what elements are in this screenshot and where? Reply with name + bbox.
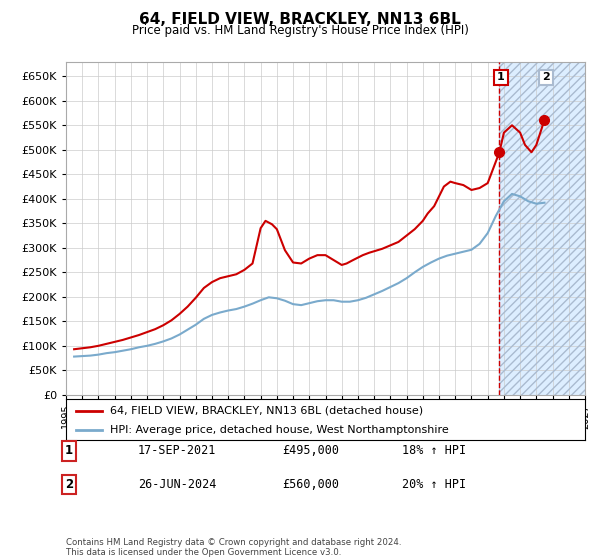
Text: Price paid vs. HM Land Registry's House Price Index (HPI): Price paid vs. HM Land Registry's House …	[131, 24, 469, 36]
Text: £495,000: £495,000	[282, 444, 339, 458]
Text: £560,000: £560,000	[282, 478, 339, 491]
Text: 18% ↑ HPI: 18% ↑ HPI	[402, 444, 466, 458]
Text: 1: 1	[497, 72, 505, 82]
Text: 26-JUN-2024: 26-JUN-2024	[138, 478, 217, 491]
Text: 2: 2	[65, 478, 73, 491]
Text: 2: 2	[542, 72, 550, 82]
Text: 1: 1	[65, 444, 73, 458]
Bar	[499, 62, 585, 395]
Text: 64, FIELD VIEW, BRACKLEY, NN13 6BL: 64, FIELD VIEW, BRACKLEY, NN13 6BL	[139, 12, 461, 27]
Text: HPI: Average price, detached house, West Northamptonshire: HPI: Average price, detached house, West…	[110, 424, 449, 435]
Text: Contains HM Land Registry data © Crown copyright and database right 2024.
This d: Contains HM Land Registry data © Crown c…	[66, 538, 401, 557]
Bar	[499, 62, 585, 395]
Text: 64, FIELD VIEW, BRACKLEY, NN13 6BL (detached house): 64, FIELD VIEW, BRACKLEY, NN13 6BL (deta…	[110, 405, 423, 416]
Text: 20% ↑ HPI: 20% ↑ HPI	[402, 478, 466, 491]
Text: 17-SEP-2021: 17-SEP-2021	[138, 444, 217, 458]
